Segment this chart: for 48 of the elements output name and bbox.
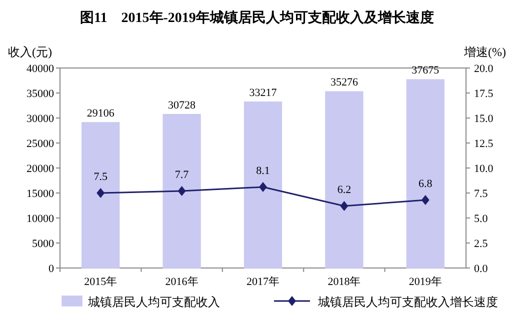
point bbox=[96, 188, 105, 198]
bar bbox=[82, 122, 120, 268]
legend-label: 城镇居民人均可支配收入 bbox=[87, 295, 220, 309]
data-label: 6.8 bbox=[418, 178, 433, 190]
y-axis-title: 收入(元) bbox=[8, 45, 52, 59]
x-tick-label: 2016年 bbox=[165, 276, 198, 288]
x-tick-label: 2017年 bbox=[246, 276, 280, 288]
bar bbox=[406, 79, 444, 268]
y2-tick-label: 5.0 bbox=[474, 213, 488, 225]
y2-tick-label: 2.5 bbox=[474, 238, 488, 250]
bar bbox=[244, 102, 282, 268]
data-label: 7.5 bbox=[94, 171, 108, 183]
y-tick-label: 5000 bbox=[32, 238, 54, 250]
data-label: 37675 bbox=[412, 64, 440, 77]
y-tick-label: 0 bbox=[48, 263, 54, 275]
data-label: 35276 bbox=[330, 76, 358, 89]
bar bbox=[325, 91, 364, 268]
chart-title: 图11 2015年-2019年城镇居民人均可支配收入及增长速度 bbox=[80, 9, 434, 26]
data-label: 8.1 bbox=[256, 165, 270, 177]
y-tick-label: 10000 bbox=[26, 213, 54, 225]
data-label: 33217 bbox=[249, 86, 278, 99]
x-tick-label: 2019年 bbox=[408, 276, 442, 288]
y2-tick-label: 20.0 bbox=[474, 63, 494, 75]
y2-tick-label: 10.0 bbox=[474, 163, 494, 175]
data-label: 30728 bbox=[168, 99, 196, 112]
point bbox=[421, 195, 430, 205]
point bbox=[259, 182, 267, 192]
y-tick-label: 15000 bbox=[26, 188, 54, 200]
y-tick-label: 20000 bbox=[26, 163, 54, 175]
y2-tick-label: 7.5 bbox=[474, 188, 488, 200]
y-tick-label: 35000 bbox=[26, 88, 54, 100]
y2-tick-label: 12.5 bbox=[474, 138, 494, 150]
data-label: 29106 bbox=[86, 107, 115, 120]
x-tick-label: 2015年 bbox=[84, 276, 118, 288]
y-tick-label: 40000 bbox=[26, 63, 54, 75]
point bbox=[178, 186, 186, 196]
x-tick-label: 2018年 bbox=[328, 276, 361, 288]
y-tick-label: 30000 bbox=[26, 113, 54, 125]
y2-tick-label: 15.0 bbox=[474, 113, 494, 125]
bar bbox=[162, 114, 201, 268]
y2-tick-label: 0.0 bbox=[474, 263, 488, 275]
legend-label: 城镇居民人均可支配收入增长速度 bbox=[317, 295, 498, 309]
y-tick-label: 25000 bbox=[26, 138, 54, 150]
y2-tick-label: 17.5 bbox=[474, 88, 494, 100]
point bbox=[340, 201, 348, 211]
y2-axis-title: 增速(%) bbox=[463, 45, 506, 59]
data-label: 7.7 bbox=[174, 169, 190, 181]
data-label: 6.2 bbox=[337, 184, 352, 196]
